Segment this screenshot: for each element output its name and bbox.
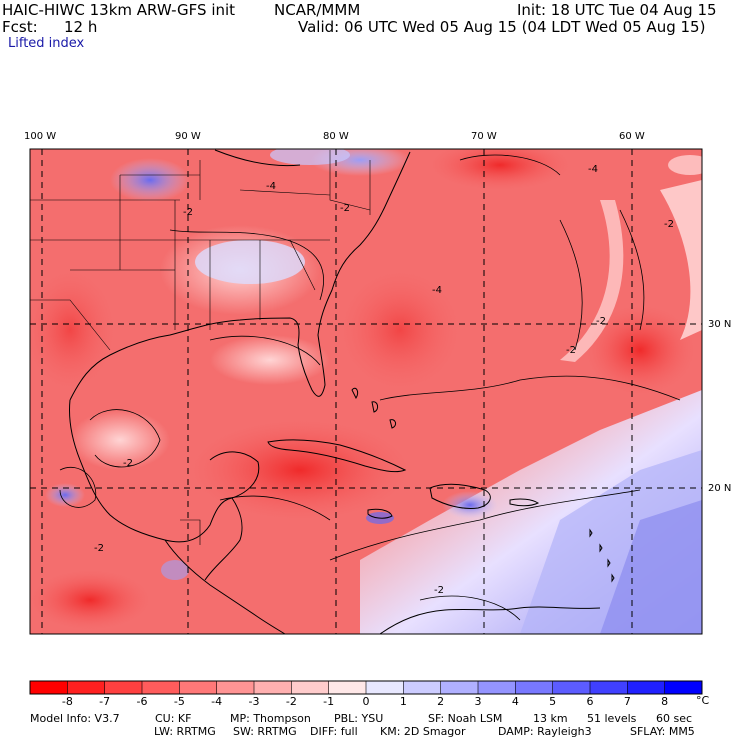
contour-label: -2: [94, 543, 104, 554]
lon-label-60w: 60 W: [619, 131, 645, 142]
lon-label-80w: 80 W: [323, 131, 349, 142]
lifted-index-field: [30, 149, 702, 634]
lat-label-30n: 30 N: [708, 319, 732, 330]
colorbar-box: [590, 681, 628, 694]
colorbar-tick-label: -5: [173, 695, 185, 708]
init-time: Init: 18 UTC Tue 04 Aug 15: [517, 1, 717, 19]
coastlines: [69, 149, 615, 634]
colorbar-tick-label: 4: [511, 695, 519, 708]
contour-label: -2: [123, 458, 133, 469]
colorbar-box: [328, 681, 367, 694]
model-version: Model Info: V3.7: [30, 712, 120, 725]
colorbar-box: [291, 681, 330, 694]
cumulus-scheme: CU: KF: [155, 712, 192, 725]
colorbar-tick-label: 1: [399, 695, 407, 708]
colorbar-tick-label: -8: [61, 695, 73, 708]
lat-lon-grid: [30, 149, 702, 634]
contour-label: -2: [596, 316, 606, 327]
colorbar-tick-label: -1: [323, 695, 335, 708]
colorbar-box: [478, 681, 516, 694]
forecast-label: Fcst:: [2, 18, 38, 36]
map-frame: [29, 148, 703, 635]
colorbar-box: [440, 681, 479, 694]
colorbar: [29, 680, 703, 695]
colorbar-box: [254, 681, 292, 694]
colorbar-box: [30, 681, 68, 694]
organization-label: NCAR/MMM: [274, 1, 361, 19]
grid-spacing: 13 km: [533, 712, 568, 725]
longwave-scheme: LW: RRTMG: [154, 725, 216, 738]
colorbar-tick-label: -2: [285, 695, 297, 708]
model-title: HAIC-HIWC 13km ARW-GFS init: [2, 1, 236, 19]
contour-lines: [59, 154, 681, 621]
colorbar-box: [515, 681, 554, 694]
colorbar-box: [366, 681, 404, 694]
colorbar-box: [104, 681, 143, 694]
colorbar-box: [179, 681, 218, 694]
colorbar-tick-label: 5: [549, 695, 557, 708]
damping-setting: DAMP: Rayleigh3: [498, 725, 592, 738]
colorbar-tick-label: 7: [623, 695, 631, 708]
shortwave-scheme: SW: RRTMG: [233, 725, 297, 738]
colorbar-box: [552, 681, 591, 694]
colorbar-tick-label: 0: [362, 695, 370, 708]
surface-scheme: SF: Noah LSM: [428, 712, 503, 725]
contour-label: -2: [434, 585, 444, 596]
colorbar-tick-label: 6: [586, 695, 594, 708]
colorbar-box: [664, 681, 703, 694]
contour-label: -2: [664, 219, 674, 230]
contour-label: -2: [566, 345, 576, 356]
colorbar-tick-label: -7: [99, 695, 111, 708]
field-name: Lifted index: [8, 36, 85, 51]
microphysics-scheme: MP: Thompson: [230, 712, 311, 725]
surface-layer-setting: SFLAY: MM5: [630, 725, 695, 738]
colorbar-tick-label: -3: [248, 695, 260, 708]
colorbar-tick-label: 3: [474, 695, 482, 708]
pbl-scheme: PBL: YSU: [334, 712, 384, 725]
lon-label-70w: 70 W: [471, 131, 497, 142]
forecast-hour: 12 h: [64, 18, 98, 36]
contour-label: -2: [183, 207, 193, 218]
state-borders: [30, 150, 371, 545]
colorbar-box: [403, 681, 442, 694]
valid-time: Valid: 06 UTC Wed 05 Aug 15 (04 LDT Wed …: [298, 18, 706, 36]
colorbar-box: [142, 681, 180, 694]
colorbar-tick-label: 2: [437, 695, 445, 708]
colorbar-tick-label: -6: [136, 695, 148, 708]
lat-label-20n: 20 N: [708, 483, 732, 494]
lon-label-100w: 100 W: [24, 131, 57, 142]
vertical-levels: 51 levels: [587, 712, 637, 725]
diffusion-setting: DIFF: full: [310, 725, 358, 738]
colorbar-unit: °C: [696, 694, 710, 707]
contour-label: -4: [432, 285, 442, 296]
colorbar-tick-label: -4: [211, 695, 223, 708]
contour-label: -4: [588, 164, 598, 175]
timestep: 60 sec: [656, 712, 693, 725]
colorbar-tick-label: 8: [661, 695, 669, 708]
lon-label-90w: 90 W: [175, 131, 201, 142]
colorbar-box: [216, 681, 255, 694]
contour-label: -2: [340, 203, 350, 214]
colorbar-box: [627, 681, 666, 694]
eddy-coefficient-setting: KM: 2D Smagor: [380, 725, 466, 738]
contour-label: -4: [266, 181, 276, 192]
colorbar-box: [67, 681, 106, 694]
